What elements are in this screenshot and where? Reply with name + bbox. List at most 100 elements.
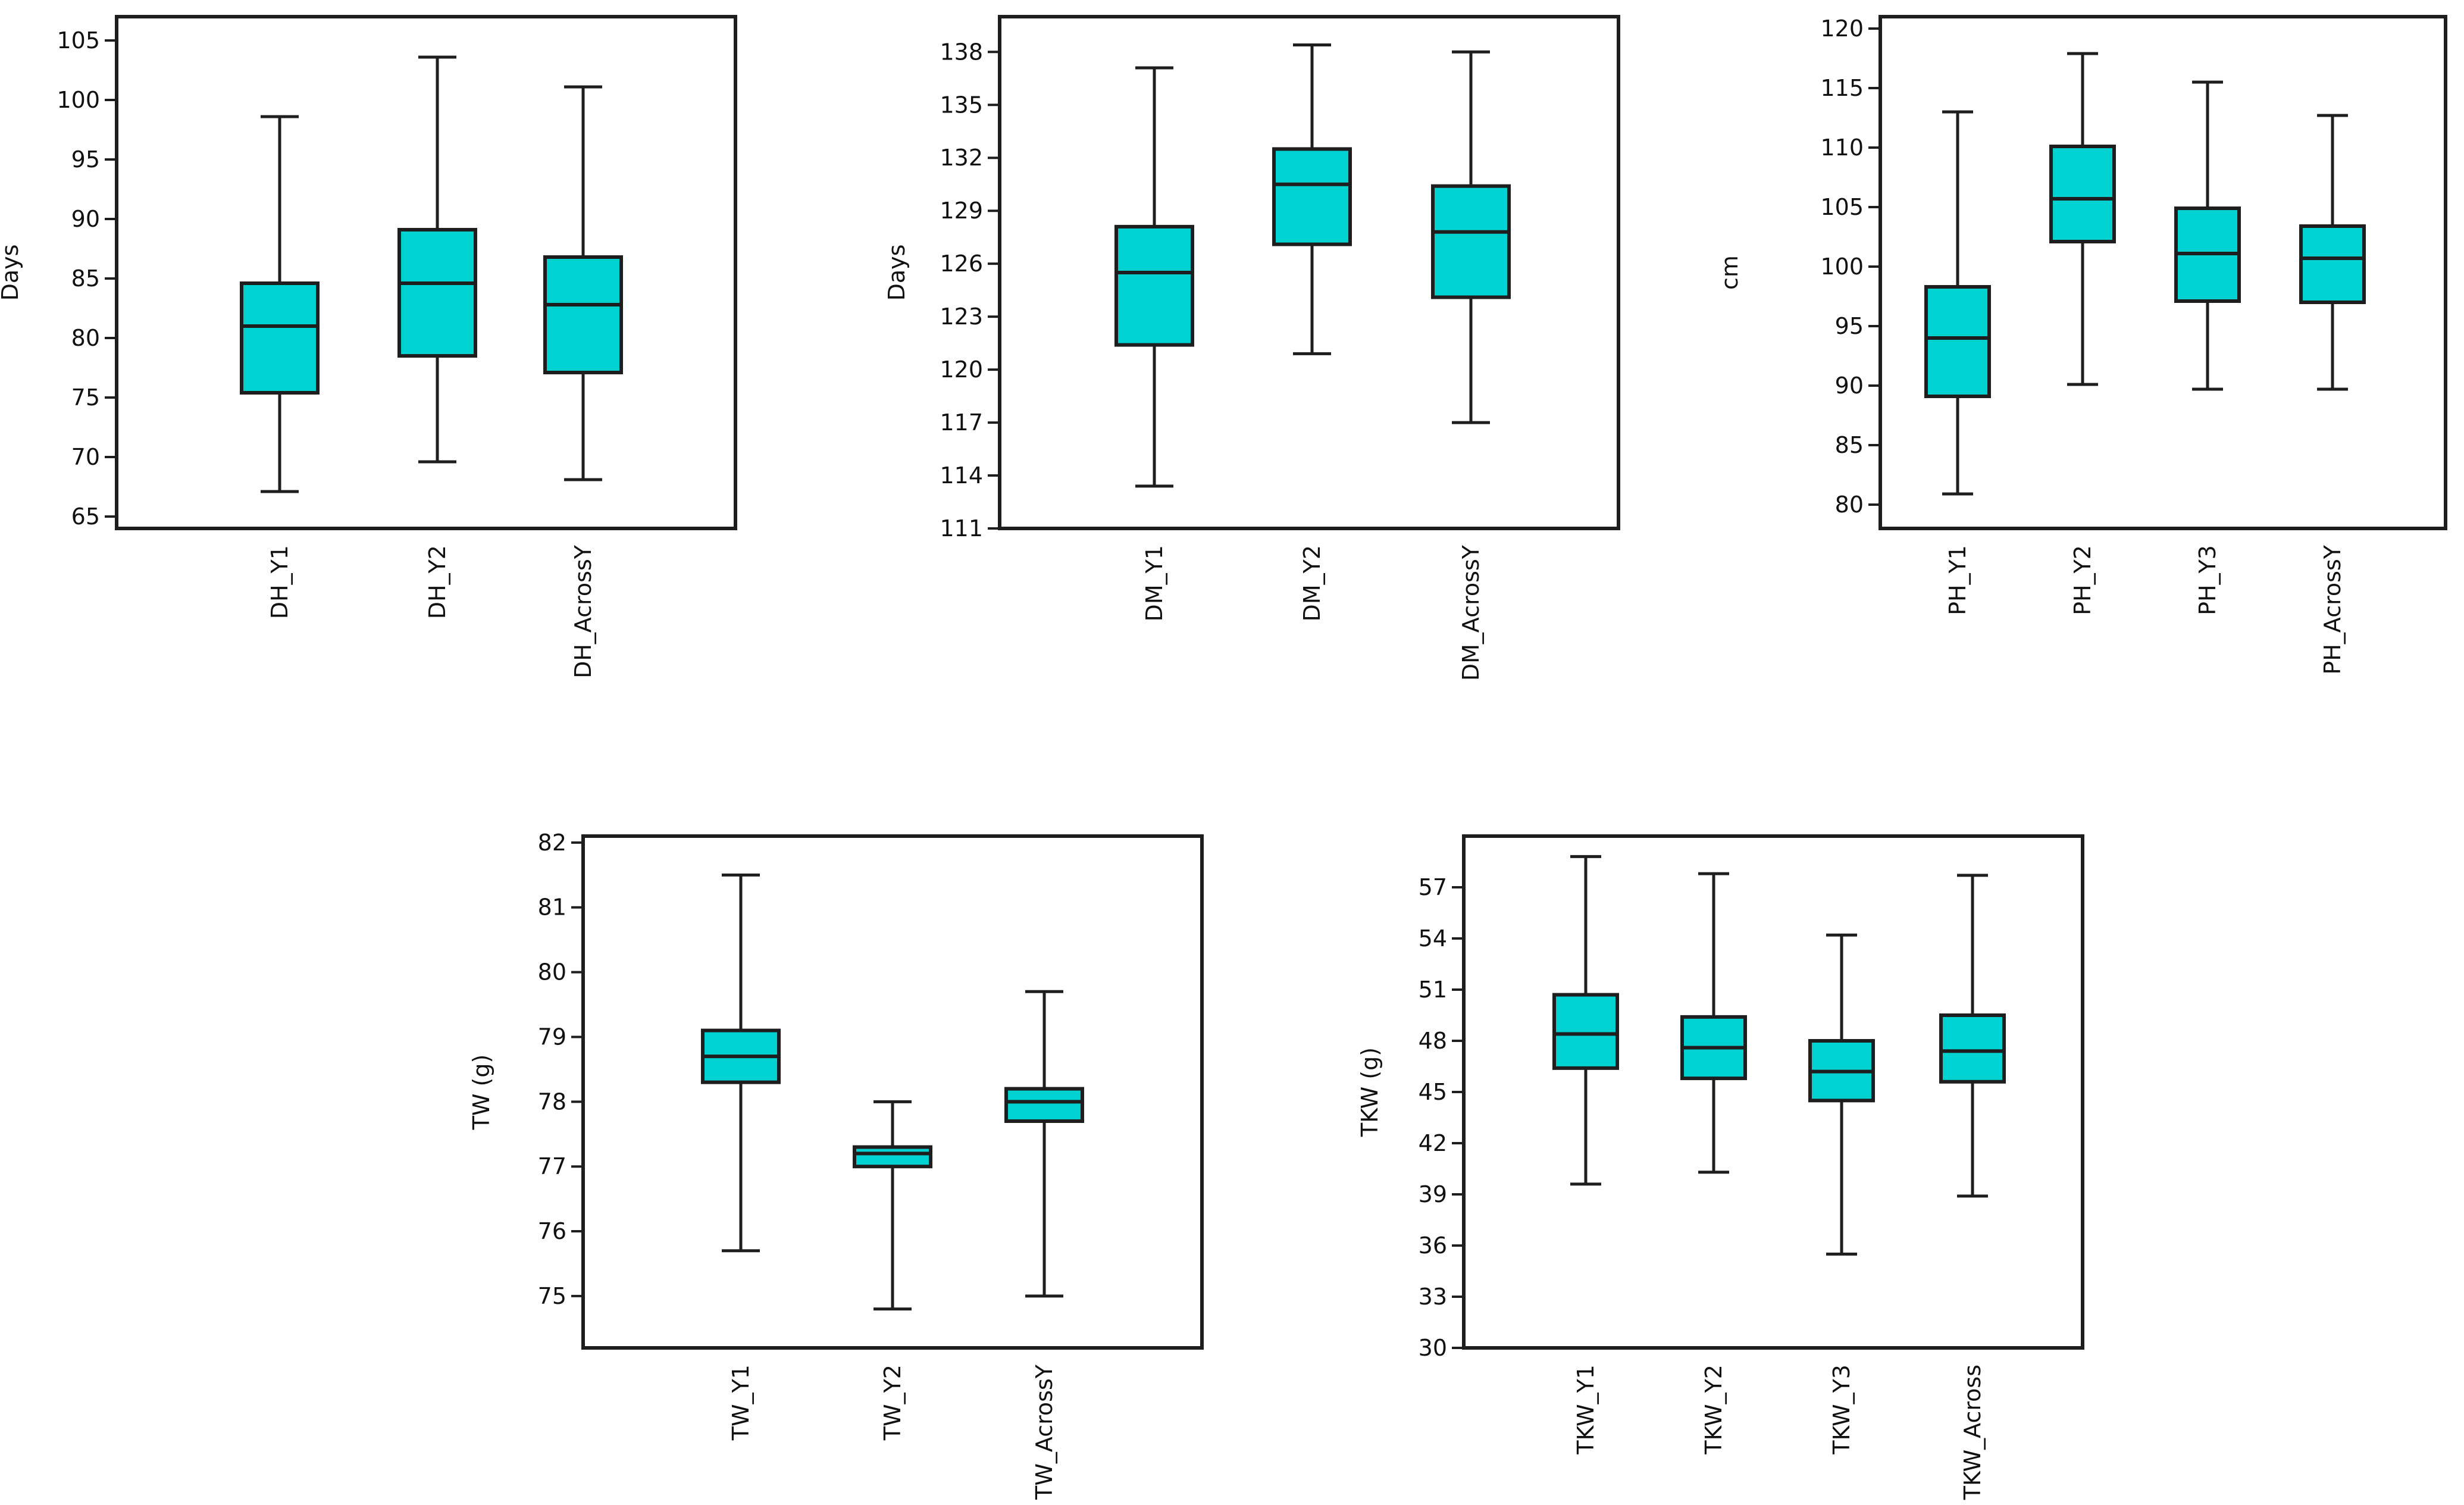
iqr-box [1924, 285, 1991, 398]
tw-y-tick-label: 75 [538, 1283, 566, 1309]
ph-chart: 80 85 90 95 100 105 110 115 120 cm PH_Y1 PH_Y2 PH_Y3… [1717, 15, 2447, 675]
tkw-y-tick-label: 39 [1419, 1181, 1447, 1207]
ph-box-PH_Y1 [1924, 110, 1991, 496]
iqr-box [543, 255, 623, 374]
ph-box-PH_Y3 [2174, 80, 2241, 391]
iqr-box [1272, 147, 1352, 246]
dm-y-tick-label: 138 [940, 39, 983, 65]
dm-y-tick-label: 126 [940, 251, 983, 277]
dm-y-tick-label: 114 [940, 462, 983, 489]
dh-y-axis-label: Days [0, 245, 23, 301]
tkw-plot-frame [1462, 834, 2084, 1350]
dm-y-tick-label: 123 [940, 303, 983, 330]
ph-x-category-label: PH_Y3 [2194, 545, 2221, 615]
ph-x-category-label: PH_Y1 [1945, 545, 1971, 615]
ph-y-tick-label: 110 [1820, 134, 1864, 161]
dm-box-DM_AcrossY [1431, 50, 1511, 424]
dh-y-tick-label: 65 [71, 503, 100, 530]
tw-y-tick-label: 79 [538, 1024, 566, 1050]
tw-box-TW_Y1 [701, 873, 781, 1253]
dh-box-DH_Y2 [397, 55, 477, 464]
dh-y-tick-label: 100 [57, 87, 100, 113]
dm-y-tick-label: 111 [940, 515, 983, 542]
tw-y-tick-label: 76 [538, 1218, 566, 1244]
dh-x-category-label: DH_Y2 [424, 545, 450, 619]
dm-y-tick-label: 129 [940, 198, 983, 224]
dh-box-DH_Y1 [240, 115, 320, 493]
tw-x-category-label: TW_Y1 [728, 1365, 754, 1441]
tw-x-category-label: TW_Y2 [879, 1365, 906, 1441]
dh-y-tick-label: 85 [71, 265, 100, 292]
tkw-y-tick-label: 42 [1419, 1130, 1447, 1156]
dm-box-DM_Y1 [1114, 66, 1194, 488]
tw-y-tick-label: 81 [538, 894, 566, 921]
tkw-box-TKW_Y3 [1808, 933, 1875, 1256]
iqr-box [1431, 184, 1511, 299]
iqr-box [1552, 993, 1619, 1070]
ph-y-axis-label: cm [1717, 255, 1743, 290]
tkw-y-tick-label: 30 [1419, 1335, 1447, 1361]
ph-box-PH_AcrossY [2299, 114, 2366, 391]
dm-x-category-label: DM_AcrossY [1458, 545, 1484, 681]
dm-y-tick-label: 135 [940, 92, 983, 118]
ph-y-tick-label: 95 [1835, 313, 1864, 339]
dh-chart: 65 70 75 80 85 90 95 100 105 Days DH_Y1 DH_Y2 DH_Acr… [0, 15, 737, 678]
dm-plot-frame [998, 15, 1620, 530]
ph-y-tick-label: 80 [1835, 492, 1864, 518]
ph-x-category-label: PH_Y2 [2069, 545, 2096, 615]
dh-y-tick-label: 90 [71, 206, 100, 232]
dh-box-DH_AcrossY [543, 85, 623, 481]
tkw-x-category-label: TKW_Y3 [1829, 1365, 1855, 1455]
ph-y-tick-label: 90 [1835, 373, 1864, 399]
tkw-box-TKW_Y1 [1552, 855, 1619, 1186]
dm-x-category-label: DM_Y1 [1141, 545, 1167, 621]
ph-y-tick-label: 120 [1820, 15, 1864, 42]
tkw-x-category-label: TKW_Across [1959, 1365, 1986, 1500]
tkw-box-TKW_Y2 [1680, 872, 1747, 1174]
tkw-y-tick-label: 57 [1419, 874, 1447, 900]
iqr-box [1004, 1087, 1084, 1123]
dh-y-tick-label: 105 [57, 27, 100, 54]
iqr-box [2049, 145, 2116, 243]
tw-y-tick-label: 78 [538, 1088, 566, 1115]
iqr-box [397, 228, 477, 358]
tkw-y-tick-label: 36 [1419, 1232, 1447, 1259]
dh-y-tick-label: 95 [71, 146, 100, 173]
iqr-box [853, 1145, 932, 1169]
dm-y-tick-label: 117 [940, 409, 983, 436]
iqr-box [2299, 224, 2366, 304]
tw-box-TW_Y2 [853, 1100, 932, 1311]
dh-y-tick-label: 75 [71, 384, 100, 411]
tkw-x-category-label: TKW_Y1 [1573, 1365, 1599, 1455]
dm-y-tick-label: 132 [940, 145, 983, 171]
tkw-y-tick-label: 48 [1419, 1028, 1447, 1054]
iqr-box [240, 281, 320, 395]
dm-y-axis-label: Days [884, 245, 910, 301]
tkw-y-axis-label: TKW (g) [1357, 1047, 1383, 1137]
tkw-y-tick-label: 51 [1419, 977, 1447, 1003]
dh-y-tick-label: 80 [71, 325, 100, 351]
dm-chart: 111 114 117 120 123 126 129 132 135 138 Days DM_Y1 D… [884, 15, 1620, 681]
tw-chart: 75 76 77 78 79 80 81 82 TW (g) TW_Y1 TW_Y2 TW_Acros… [468, 830, 1204, 1500]
ph-y-tick-label: 100 [1820, 254, 1864, 280]
ph-y-tick-label: 115 [1820, 75, 1864, 101]
tkw-y-tick-label: 33 [1419, 1284, 1447, 1310]
dm-x-category-label: DM_Y2 [1299, 545, 1325, 621]
ph-y-tick-label: 105 [1820, 194, 1864, 220]
dh-y-tick-label: 70 [71, 444, 100, 470]
tw-y-axis-label: TW (g) [468, 1055, 494, 1131]
tkw-y-tick-label: 54 [1419, 925, 1447, 952]
tw-x-category-label: TW_AcrossY [1031, 1364, 1057, 1500]
dm-box-DM_Y2 [1272, 43, 1352, 355]
iqr-box [1939, 1013, 2006, 1084]
tw-y-tick-label: 80 [538, 959, 566, 985]
tkw-box-TKW_Across [1939, 874, 2006, 1198]
iqr-box [1114, 224, 1194, 347]
dh-x-category-label: DH_AcrossY [570, 545, 596, 678]
ph-x-category-label: PH_AcrossY [2319, 545, 2346, 674]
dh-x-category-label: DH_Y1 [267, 545, 293, 619]
tkw-x-category-label: TKW_Y2 [1701, 1365, 1727, 1455]
tw-y-tick-label: 77 [538, 1153, 566, 1179]
tkw-chart: 30 33 36 39 42 45 48 51 54 57 TKW (g) TKW_Y1 TKW_Y2 T… [1357, 834, 2084, 1500]
